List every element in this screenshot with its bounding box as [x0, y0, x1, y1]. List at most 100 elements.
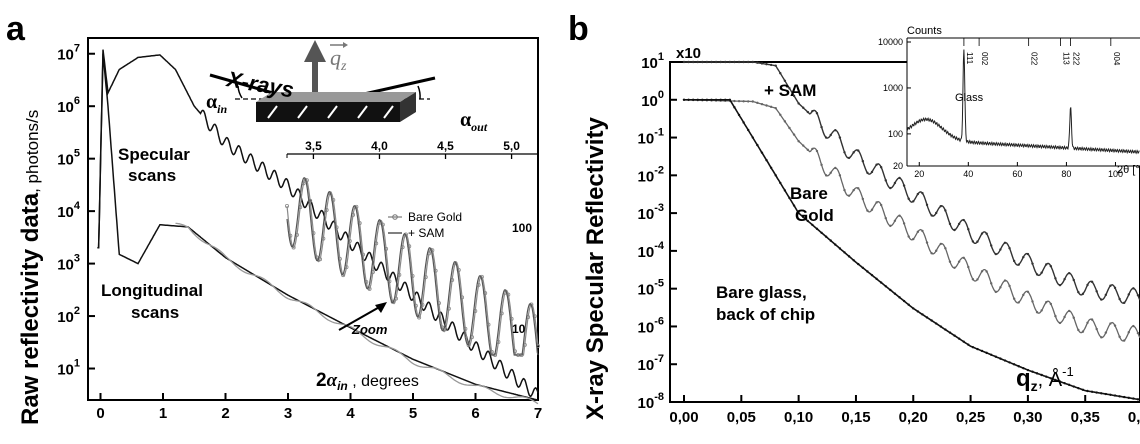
xrd-xtick-label: 40 — [963, 169, 973, 179]
b-xtick-label: 0,05 — [727, 409, 756, 426]
sam-curve — [684, 61, 1140, 304]
ann-alpha-out: αout — [460, 109, 488, 134]
ann-zoom: Zoom — [351, 322, 388, 337]
b-ytick-label: 10-6 — [638, 315, 664, 336]
xrd-pattern-curve — [906, 49, 1140, 155]
xrd-peak-label: 002 — [980, 52, 989, 66]
xrd-glass-label: Glass — [955, 92, 984, 104]
xrd-ylabel: Counts — [907, 25, 942, 37]
b-ytick-label: 101 — [641, 51, 664, 72]
panel-b-ticks: 0,00 0,05 0,10 0,15 0,20 0,25 0,30 0,35 0,40 101 1… — [638, 51, 1140, 426]
xrd-peak-label: 111 — [965, 52, 974, 65]
b-ytick-label: 10-8 — [638, 391, 664, 412]
panel-a-letter: a — [6, 10, 26, 48]
xrd-xlabel: 2θ [°] — [1117, 164, 1140, 176]
zoom-arrowhead — [375, 302, 387, 313]
panel-b-letter: b — [568, 10, 589, 48]
ann-sam: + SAM — [764, 81, 816, 100]
b-ytick-label: 10-5 — [638, 278, 664, 299]
panel-b-plot-frame — [669, 61, 1140, 403]
zoom-arrow — [338, 304, 384, 331]
ann-x10: x10 — [676, 45, 701, 62]
ann-longitudinal-2: scans — [131, 303, 179, 322]
xrd-ytick-label: 10000 — [878, 37, 903, 47]
chip-front — [256, 102, 400, 122]
inset-a-legend-1: Bare Gold — [408, 210, 462, 224]
ann-qz: qz — [330, 45, 347, 74]
a-xtick-label: 4 — [346, 405, 355, 422]
xrd-ytick-label: 1000 — [883, 83, 903, 93]
a-xtick-label: 1 — [159, 405, 167, 422]
ann-bare-glass-2: back of chip — [716, 305, 815, 324]
a-ytick-label: 103 — [57, 253, 80, 274]
ann-bare-gold-1: Bare — [790, 184, 828, 203]
chip-top — [256, 92, 416, 102]
a-ytick-label: 104 — [57, 200, 81, 221]
panel-a-ylabel: Raw reflectivity data, photons/s — [17, 110, 44, 425]
a-xtick-label: 3 — [284, 405, 292, 422]
panel-b-xrd-inset: Counts 10000 1000 100 20 20 40 60 80 100 111 002 02… — [878, 25, 1140, 179]
b-xtick-label: 0,10 — [784, 409, 813, 426]
xrd-xtick-label: 60 — [1012, 169, 1022, 179]
inset-a-ytick-10: 10 — [512, 322, 526, 336]
bare-glass-curve — [684, 99, 1140, 401]
panel-a-xlabel-sub: in — [337, 379, 348, 393]
b-xtick-label: 0,00 — [669, 409, 698, 426]
ann-specular-1: Specular — [118, 145, 190, 164]
a-xtick-label: 7 — [534, 405, 542, 422]
inset-a-legend-2: + SAM — [408, 226, 444, 240]
xray-schematic: X-rays qz αin αout — [206, 40, 488, 134]
a-ytick-label: 105 — [57, 148, 80, 169]
longitudinal-scan-sam-curve — [175, 222, 539, 405]
xrd-xtick-label: 20 — [914, 169, 924, 179]
b-xtick-label: 0,15 — [841, 409, 870, 426]
b-xtick-label: 0,35 — [1071, 409, 1100, 426]
qz-arrowhead — [304, 40, 326, 62]
inset-a-bare-gold-curve — [286, 177, 539, 356]
panel-b-curves — [682, 60, 1140, 401]
ann-xrays: X-rays — [223, 66, 296, 103]
a-xtick-label: 6 — [471, 405, 479, 422]
b-xtick-label: 0,25 — [956, 409, 985, 426]
panel-a-ylabel-unit: , photons/s — [23, 110, 42, 193]
xrd-peak-label: 222 — [1072, 52, 1081, 66]
ann-bare-glass-1: Bare glass, — [716, 283, 807, 302]
ann-bare-gold-2: Gold — [795, 206, 834, 225]
b-xtick-label: 0,40 — [1128, 409, 1140, 426]
xrd-xtick-label: 80 — [1061, 169, 1071, 179]
panel-b-ylabel: X-ray Specular Reflectivity — [582, 117, 609, 420]
xrd-ytick-label: 20 — [893, 161, 903, 171]
b-ytick-label: 10-7 — [638, 353, 664, 374]
b-xtick-label: 0,20 — [899, 409, 928, 426]
xrd-peak-label: 004 — [1112, 52, 1121, 66]
a-xtick-label: 2 — [221, 405, 229, 422]
inset-a-xtick-label: 5,0 — [503, 139, 520, 153]
xrd-peak-label: 022 — [1030, 52, 1039, 66]
a-ytick-label: 102 — [57, 305, 80, 326]
b-ytick-label: 10-2 — [638, 164, 664, 185]
a-ytick-label: 101 — [57, 358, 80, 379]
panel-a-xlabel-sym: 2 — [316, 370, 327, 391]
panel-a-xlabel-unit: , degrees — [348, 373, 419, 390]
ann-longitudinal-1: Longitudinal — [101, 281, 203, 300]
b-ytick-label: 100 — [641, 89, 664, 110]
a-xtick-label: 5 — [409, 405, 417, 422]
panel-a-xlabel: 2αin , degrees — [316, 370, 419, 393]
xrd-xtick-label: 100 — [1108, 169, 1123, 179]
b-ytick-label: 10-3 — [638, 202, 664, 223]
inset-a-sam-curve — [286, 176, 539, 356]
a-ytick-label: 106 — [57, 95, 80, 116]
inset-a-ytick-100: 100 — [512, 221, 532, 235]
inset-a-xtick-label: 3,5 — [305, 139, 322, 153]
panel-a-ylabel-bold: Raw reflectivity data — [17, 192, 44, 425]
chip-side — [400, 92, 416, 122]
panel-b-xlabel: qz, Å-1 — [1016, 364, 1074, 394]
b-xtick-label: 0,30 — [1013, 409, 1042, 426]
ann-alpha-in: αin — [206, 91, 228, 116]
panel-b: b 0,00 0,05 0,10 0,15 0,20 0,25 0,30 0,35 0,40 10… — [568, 10, 1140, 426]
ann-specular-2: scans — [128, 166, 176, 185]
b-ytick-label: 10-1 — [638, 127, 664, 148]
a-xtick-label: 0 — [96, 405, 104, 422]
